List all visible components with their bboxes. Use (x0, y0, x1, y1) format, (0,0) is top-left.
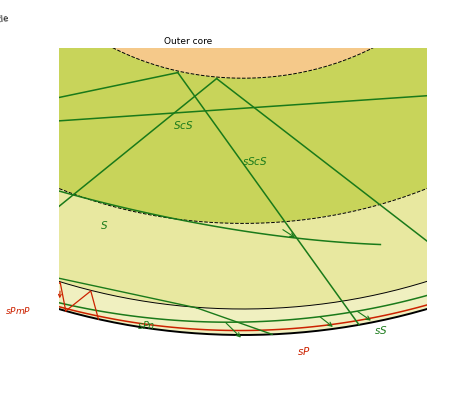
Text: $sS$: $sS$ (374, 324, 388, 336)
Polygon shape (0, 20, 474, 335)
Text: $ScS$: $ScS$ (173, 119, 193, 131)
Polygon shape (8, 0, 474, 78)
Polygon shape (0, 0, 474, 309)
Text: $S$: $S$ (100, 219, 109, 231)
Text: $sPmP$: $sPmP$ (5, 305, 31, 316)
Text: Lower mantle: Lower mantle (0, 14, 9, 31)
Text: $sScS$: $sScS$ (242, 154, 268, 167)
Text: $sP$: $sP$ (297, 345, 310, 357)
Text: $sPn$: $sPn$ (137, 319, 156, 331)
Polygon shape (0, 0, 474, 224)
Text: Outer core: Outer core (164, 37, 212, 46)
